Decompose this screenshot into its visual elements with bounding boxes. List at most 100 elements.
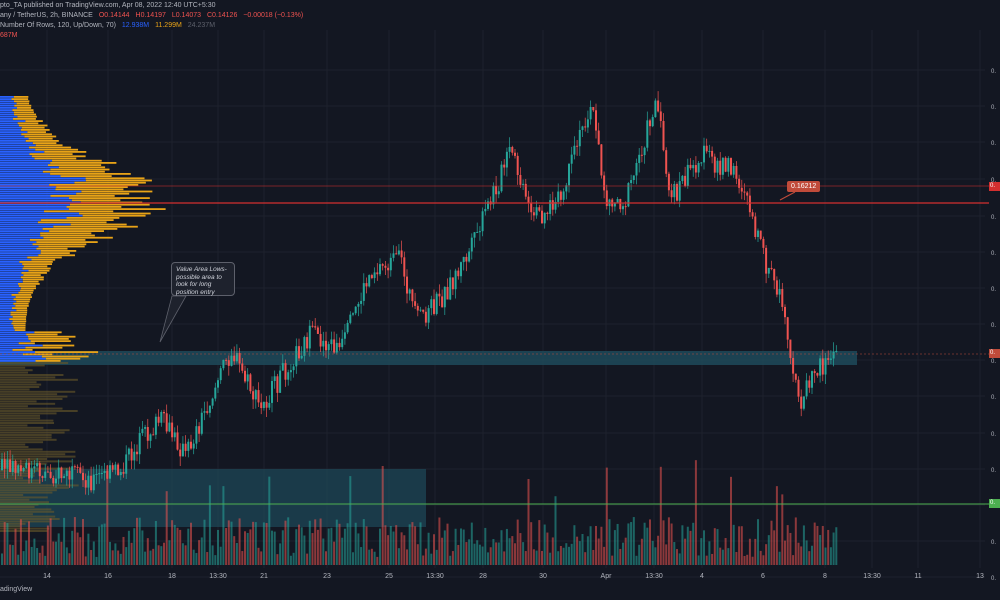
candle-body [119, 472, 122, 476]
y-tick-label: 0. [991, 540, 996, 546]
vp-row-outside [0, 503, 39, 506]
candle-body [568, 163, 570, 186]
candle-body [370, 275, 373, 279]
volume-bar [478, 544, 481, 565]
candle-body [559, 191, 562, 200]
vp-row-down [28, 269, 50, 272]
volume-bar [173, 524, 176, 565]
vp-row-down [22, 263, 53, 265]
vp-row-up [0, 324, 14, 327]
vp-row-outside [0, 412, 57, 415]
candle-body [524, 183, 527, 197]
candle-body [25, 462, 28, 468]
candle-body [686, 164, 689, 186]
volume-bar [138, 517, 141, 565]
vp-row-down [28, 335, 76, 338]
candle-body [230, 355, 233, 366]
volume-bar [262, 522, 265, 565]
x-tick-label: 13:30 [863, 573, 881, 580]
vp-row-up [0, 192, 77, 195]
indicator-line[interactable]: Number Of Rows, 120, Up/Down, 70) 12.938… [0, 21, 219, 30]
candle-body [743, 191, 746, 193]
volume-bar [662, 520, 665, 565]
candle-body [244, 370, 246, 382]
volume-bar [98, 526, 101, 565]
candle-body [184, 443, 187, 451]
volume-bar [619, 548, 622, 565]
vp-row-down [36, 241, 98, 243]
volume-bar [708, 541, 711, 565]
candle-body [373, 272, 376, 279]
candle-body [179, 449, 182, 457]
candle-body [303, 337, 306, 356]
candle-body [773, 269, 776, 281]
vp-row-down [40, 234, 95, 237]
candle-body [73, 466, 76, 468]
candle-body [527, 196, 530, 203]
vp-row-down [50, 173, 131, 175]
vp-row-down [28, 338, 69, 340]
candle-body [187, 441, 190, 451]
volume-bar [298, 524, 300, 565]
vp-row-up [0, 203, 70, 206]
resistance-price-tag[interactable]: 0.16212 [787, 181, 821, 192]
volume-bar [246, 532, 249, 565]
candle-body [1, 459, 3, 470]
callout-text: Value Area Lows- possible area to look f… [176, 266, 227, 296]
vp-row-up [0, 175, 61, 177]
y-tick-label: 0. [991, 251, 996, 257]
candle-body [176, 432, 179, 450]
candle-body [821, 358, 824, 375]
volume-bar [597, 538, 600, 565]
tradingview-logo[interactable]: adingView [0, 586, 32, 593]
volume-bar [827, 529, 830, 565]
candle-body [414, 301, 417, 306]
value-area-callout[interactable]: Value Area Lows- possible area to look f… [171, 262, 235, 296]
vp-row-down [27, 256, 62, 259]
volume-bar [543, 524, 546, 565]
volume-bar [616, 523, 619, 565]
vp-row-up [0, 146, 30, 149]
candle-body [349, 314, 352, 323]
volume-bar [17, 554, 20, 565]
volume-bar [835, 527, 838, 565]
candle-body [38, 463, 41, 477]
candle-body [730, 158, 732, 175]
close-value: C0.14126 [206, 12, 238, 19]
volume-bar [414, 526, 417, 565]
vp-row-down [10, 313, 27, 316]
vp-row-up [0, 294, 12, 296]
volume-bar [90, 549, 93, 565]
volume-bars [1, 460, 838, 565]
candle-body [721, 157, 724, 175]
vp-row-down [13, 96, 29, 98]
volume-bar [341, 537, 344, 565]
candle-body [789, 339, 792, 358]
vp-row-up [0, 342, 19, 345]
volume-bar [392, 531, 395, 565]
candle-body [476, 231, 479, 233]
volume-bar [775, 486, 778, 565]
volume-bar [797, 542, 800, 565]
volume-profile [0, 96, 166, 532]
candle-body [252, 391, 255, 400]
vp-row-down [20, 287, 36, 290]
volume-bar [370, 548, 373, 565]
volume-bar [684, 538, 687, 565]
vp-row-down [32, 243, 87, 246]
vp-row-down [13, 302, 29, 305]
vp-row-up [0, 133, 22, 136]
volume-bar [14, 528, 17, 565]
candle-body [111, 465, 114, 470]
low-value: L0.14073 [171, 12, 202, 19]
candle-body [379, 264, 381, 275]
volume-bar [730, 476, 732, 565]
symbol-label[interactable]: any / TetherUS, 2h, BINANCE [0, 12, 93, 19]
candle-body [616, 199, 619, 203]
candle-body [308, 325, 311, 349]
candle-body [117, 464, 120, 476]
volume-bar [71, 530, 74, 565]
volume-bar [460, 528, 462, 565]
volume-bar [303, 535, 306, 565]
